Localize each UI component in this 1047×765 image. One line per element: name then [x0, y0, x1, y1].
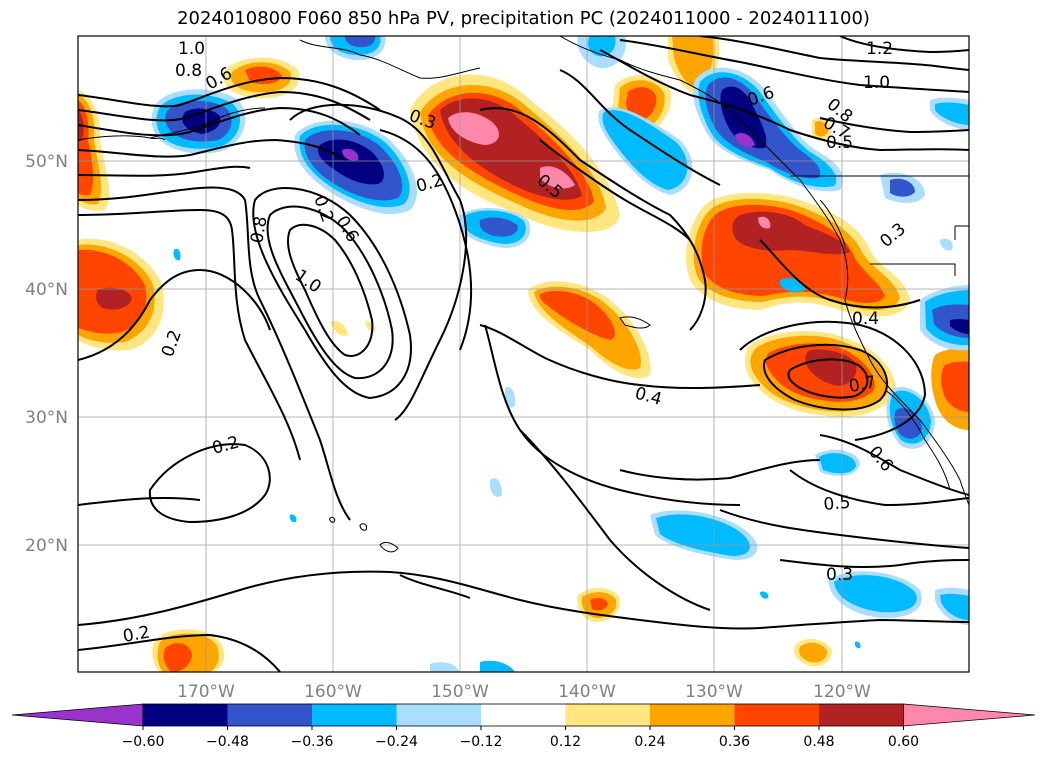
- lon-label-170w: 170°W: [177, 682, 235, 702]
- coastlines: [78, 36, 969, 553]
- colorbar-tick-label: 0.12: [550, 734, 581, 750]
- lon-label-160w: 160°W: [304, 682, 362, 702]
- contour-label: 0.8: [175, 61, 202, 81]
- colorbar-tick-label: −0.24: [375, 734, 418, 750]
- pv-contour: [763, 343, 889, 411]
- colorbar-segment: [481, 704, 566, 726]
- pv-contour: [819, 434, 969, 496]
- contour-label: 1.2: [866, 39, 893, 59]
- lat-label-20n: 20°N: [25, 536, 68, 556]
- colorbar-tick-label: 0.60: [888, 734, 919, 750]
- pv-contours: [78, 36, 969, 672]
- contour-label: 0.7: [847, 373, 877, 397]
- pv-contour: [78, 186, 351, 521]
- pv-contour: [759, 239, 921, 309]
- pv-contour: [78, 570, 969, 630]
- pv-contour: [78, 496, 201, 506]
- pv-contour: [787, 358, 869, 399]
- pv-contour: [559, 69, 721, 186]
- lon-label-150w: 150°W: [431, 682, 489, 702]
- pv-contour: [839, 36, 969, 54]
- lon-label-130w: 130°W: [685, 682, 743, 702]
- colorbar-tick-label: −0.12: [460, 734, 503, 750]
- colorbar-segment: [650, 704, 735, 726]
- colorbar-segment: [396, 704, 482, 726]
- map-frame: [77, 35, 970, 673]
- colorbar-tick-label: 0.24: [634, 734, 665, 750]
- contour-label: 0.3: [826, 565, 853, 585]
- contour-label: 1.0: [178, 39, 205, 59]
- pv-contour: [539, 139, 691, 241]
- pv-contour: [479, 107, 707, 331]
- contour-label: 1.0: [863, 73, 890, 93]
- colorbar-tick-label: −0.36: [291, 734, 334, 750]
- pv-contour: [399, 574, 471, 599]
- colorbar-tick-label: 0.48: [803, 734, 834, 750]
- colorbar: −0.60 −0.48 −0.36 −0.24 −0.12 0.12 0.24 0.36 0.4…: [11, 703, 1036, 750]
- pv-contour: [78, 633, 281, 672]
- pv-contour: [78, 106, 361, 137]
- pv-contour: [78, 165, 251, 177]
- pv-contour: [78, 208, 301, 461]
- lon-label-120w: 120°W: [813, 682, 871, 702]
- colorbar-tick-label: −0.48: [206, 734, 249, 750]
- colorbar-segment: [565, 704, 651, 726]
- contour-label: 0.4: [852, 309, 879, 329]
- political-borders: [790, 175, 969, 276]
- pv-contour: [619, 459, 821, 481]
- pv-contour: [78, 138, 346, 161]
- colorbar-segment: [734, 704, 820, 726]
- pv-contour: [739, 320, 927, 441]
- pv-contour: [252, 187, 412, 400]
- colorbar-segment: [143, 704, 228, 726]
- pv-contour: [719, 509, 969, 549]
- pv-contour: [286, 223, 374, 357]
- pv-contour: [479, 324, 761, 390]
- contour-label: 0.5: [823, 493, 852, 515]
- colorbar-outline: [142, 703, 904, 727]
- map-area: 1.0 0.8 0.6 1.2 1.0 0.6 0.8 0.7 0.5 0.3 …: [78, 36, 969, 672]
- pv-contour: [78, 90, 371, 122]
- pv-contour: [599, 49, 969, 152]
- pv-contour: [379, 129, 473, 351]
- map-title: 2024010800 F060 850 hPa PV, precipitatio…: [177, 8, 870, 29]
- lon-label-140w: 140°W: [558, 682, 616, 702]
- pv-contour: [148, 443, 271, 524]
- lat-label-30n: 30°N: [25, 408, 68, 428]
- pv-contour: [266, 205, 394, 380]
- colorbar-extend-high: [903, 703, 1036, 727]
- pv-contour: [78, 76, 381, 111]
- lat-label-50n: 50°N: [25, 152, 68, 172]
- colorbar-tick-label: −0.60: [122, 734, 165, 750]
- contour-label: 0.5: [826, 133, 853, 153]
- pv-contour: [619, 39, 969, 93]
- pv-contour: [779, 559, 969, 569]
- pv-contour: [819, 117, 969, 134]
- longitude-labels: 170°W 160°W 150°W 140°W 130°W 120°W: [177, 682, 871, 702]
- pv-contour: [789, 469, 969, 507]
- colorbar-extend-low: [11, 703, 144, 727]
- contour-label: 0.8: [247, 215, 271, 245]
- pv-contour: [484, 324, 741, 506]
- colorbar-tick-label: 0.36: [719, 734, 750, 750]
- latitude-labels: 50°N 40°N 30°N 20°N: [25, 152, 68, 556]
- colorbar-segment: [819, 704, 904, 726]
- colorbar-segment: [312, 704, 397, 726]
- pv-contour: [289, 103, 468, 421]
- pv-contour: [519, 429, 711, 611]
- contour-label: 0.2: [121, 623, 151, 647]
- pv-contour: [78, 268, 271, 361]
- colorbar-segment: [227, 704, 313, 726]
- pv-contour: [699, 36, 969, 71]
- lat-label-40n: 40°N: [25, 280, 68, 300]
